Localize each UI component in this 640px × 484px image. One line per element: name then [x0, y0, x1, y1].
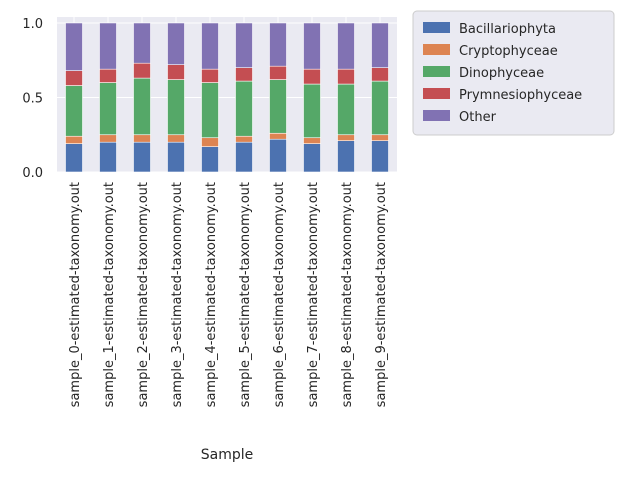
legend: Bacillariophyta Cryptophyceae Dinophyceae P… — [412, 10, 615, 136]
bar-segment-prymnesiophyceae — [269, 65, 287, 80]
x-axis-ticks: sample_0-estimated-taxonomy.out sample_1-… — [68, 182, 389, 407]
bar-segment-bacillariophyta — [269, 138, 287, 173]
bar-segment-bacillariophyta — [133, 141, 151, 173]
bar-segment-bacillariophyta — [201, 146, 219, 173]
x-tick-label: sample_6-estimated-taxonomy.out — [272, 182, 287, 407]
bar-segment-prymnesiophyceae — [337, 68, 355, 85]
x-tick-label: sample_1-estimated-taxonomy.out — [102, 182, 117, 407]
bar-segment-other — [201, 22, 219, 70]
bar-segment-other — [371, 22, 389, 68]
x-tick-label: sample_7-estimated-taxonomy.out — [306, 182, 321, 407]
bar-segment-prymnesiophyceae — [65, 70, 83, 86]
legend-label: Dinophyceae — [459, 66, 544, 81]
bars — [65, 22, 389, 173]
bar-segment-other — [133, 22, 151, 64]
bar-segment-prymnesiophyceae — [201, 68, 219, 83]
bar-segment-cryptophyceae — [303, 137, 321, 144]
x-tick-label: sample_3-estimated-taxonomy.out — [170, 182, 185, 407]
x-tick-label: sample_8-estimated-taxonomy.out — [340, 182, 355, 407]
bar-segment-cryptophyceae — [65, 135, 83, 144]
bar-segment-dinophyceae — [269, 79, 287, 134]
bar-segment-dinophyceae — [235, 80, 253, 137]
bar-segment-cryptophyceae — [269, 132, 287, 140]
bar-segment-dinophyceae — [99, 82, 117, 136]
y-tick-label: 0.0 — [22, 166, 43, 181]
bar-segment-dinophyceae — [133, 77, 151, 136]
bar-segment-cryptophyceae — [201, 137, 219, 147]
y-tick-label: 1.0 — [22, 17, 43, 32]
bar-segment-prymnesiophyceae — [99, 68, 117, 83]
bar-segment-prymnesiophyceae — [235, 67, 253, 82]
bar-segment-cryptophyceae — [371, 134, 389, 142]
bar-segment-other — [167, 22, 185, 65]
bar-segment-prymnesiophyceae — [133, 62, 151, 79]
bar-segment-bacillariophyta — [235, 141, 253, 173]
bar-segment-other — [303, 22, 321, 70]
bar-segment-cryptophyceae — [235, 135, 253, 143]
x-tick-label: sample_5-estimated-taxonomy.out — [238, 182, 253, 407]
bar-segment-dinophyceae — [371, 80, 389, 136]
bar-segment-dinophyceae — [201, 82, 219, 139]
bar-segment-other — [269, 22, 287, 67]
x-tick-label: sample_9-estimated-taxonomy.out — [374, 182, 389, 407]
legend-swatch-cryptophyceae — [423, 44, 450, 55]
bar-segment-cryptophyceae — [133, 134, 151, 143]
legend-swatch-other — [423, 110, 450, 121]
bar-segment-dinophyceae — [337, 83, 355, 136]
x-tick-label: sample_4-estimated-taxonomy.out — [204, 182, 219, 407]
bar-segment-dinophyceae — [167, 79, 185, 136]
legend-label: Bacillariophyta — [459, 22, 556, 37]
bar-segment-prymnesiophyceae — [371, 67, 389, 82]
y-tick-label: 0.5 — [22, 91, 43, 106]
bar-segment-dinophyceae — [65, 85, 83, 137]
bar-segment-bacillariophyta — [371, 140, 389, 173]
legend-label: Prymnesiophyceae — [459, 88, 582, 103]
legend-swatch-prymnesiophyceae — [423, 88, 450, 99]
bar-segment-other — [65, 22, 83, 71]
x-tick-label: sample_0-estimated-taxonomy.out — [68, 182, 83, 407]
bar-segment-dinophyceae — [303, 83, 321, 139]
legend-swatch-dinophyceae — [423, 66, 450, 77]
bar-segment-bacillariophyta — [99, 141, 117, 173]
bar-segment-cryptophyceae — [167, 134, 185, 143]
legend-box — [412, 10, 615, 136]
legend-label: Other — [459, 110, 497, 125]
bar-segment-bacillariophyta — [167, 141, 185, 173]
bar-segment-cryptophyceae — [337, 134, 355, 142]
legend-label: Cryptophyceae — [459, 44, 558, 59]
x-tick-label: sample_2-estimated-taxonomy.out — [136, 182, 151, 407]
bar-segment-other — [235, 22, 253, 68]
legend-swatch-bacillariophyta — [423, 22, 450, 33]
bar-segment-bacillariophyta — [337, 140, 355, 173]
bar-segment-bacillariophyta — [303, 143, 321, 173]
bar-segment-prymnesiophyceae — [167, 64, 185, 80]
y-axis-ticks: 0.0 0.5 1.0 — [22, 17, 43, 181]
bar-segment-other — [337, 22, 355, 70]
x-axis-label: Sample — [201, 447, 254, 463]
bar-segment-bacillariophyta — [65, 143, 83, 173]
bar-segment-prymnesiophyceae — [303, 68, 321, 85]
bar-segment-cryptophyceae — [99, 134, 117, 143]
bar-segment-other — [99, 22, 117, 70]
